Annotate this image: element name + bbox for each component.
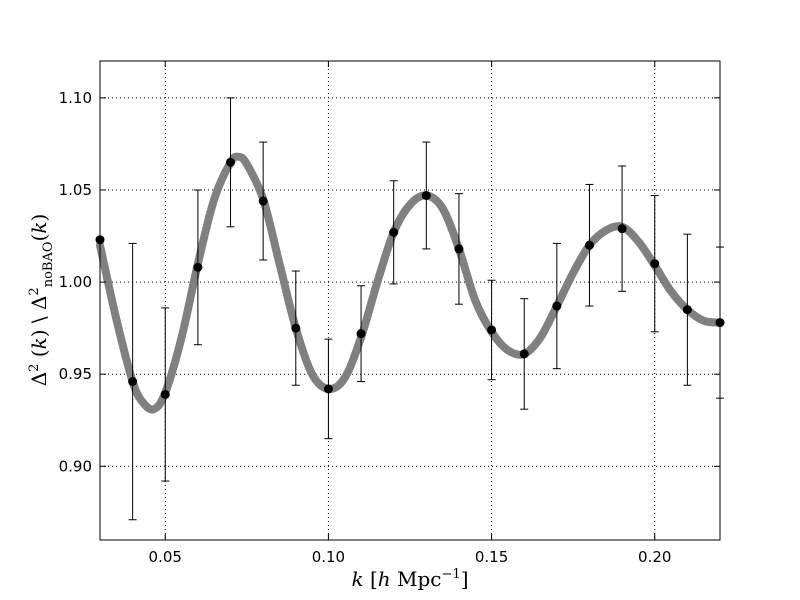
data-point xyxy=(617,224,627,234)
x-axis-ticks: 0.05 0.10 0.15 0.20 xyxy=(149,61,671,566)
y-axis-label: Δ2 (k) \ Δ2noBAO(k) xyxy=(27,214,56,387)
data-point xyxy=(323,384,333,394)
data-point xyxy=(682,305,692,315)
x-tick-label: 0.05 xyxy=(149,548,182,566)
x-tick-label: 0.15 xyxy=(475,548,508,566)
x-tick-label: 0.10 xyxy=(312,548,345,566)
y-tick-label: 1.10 xyxy=(59,89,92,107)
grid-lines xyxy=(100,61,720,540)
data-point xyxy=(519,349,529,359)
y-tick-label: 0.90 xyxy=(59,457,92,475)
data-point xyxy=(160,389,170,399)
data-point xyxy=(291,323,301,333)
plot-frame xyxy=(99,60,721,541)
data-point xyxy=(584,240,594,250)
data-point xyxy=(356,329,366,339)
data-point xyxy=(193,262,203,272)
model-curve-line xyxy=(96,152,724,414)
data-point xyxy=(487,325,497,335)
data-point xyxy=(226,157,236,167)
data-point xyxy=(128,377,138,387)
model-curve-layer xyxy=(96,152,724,414)
data-point xyxy=(389,227,399,237)
data-point xyxy=(258,196,268,206)
y-tick-label: 1.00 xyxy=(59,273,92,291)
x-axis-label: k [h Mpc−1] xyxy=(351,567,468,591)
data-point xyxy=(552,301,562,311)
y-axis-ticks: 0.90 0.95 1.00 1.05 1.10 xyxy=(59,89,720,475)
y-tick-label: 0.95 xyxy=(59,365,92,383)
data-point xyxy=(454,244,464,254)
data-point xyxy=(421,190,431,200)
data-point xyxy=(650,259,660,269)
y-tick-label: 1.05 xyxy=(59,181,92,199)
x-tick-label: 0.20 xyxy=(638,548,671,566)
